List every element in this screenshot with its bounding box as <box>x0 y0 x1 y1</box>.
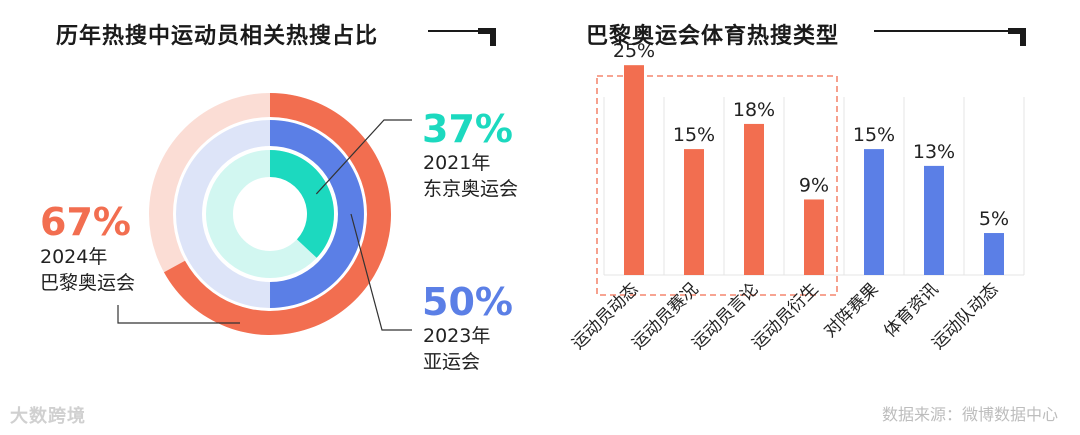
bar-value-label: 5% <box>979 208 1009 230</box>
ring-inner-percent: 37% <box>422 107 513 151</box>
bar-1 <box>624 65 644 275</box>
ring-middle-percent: 50% <box>422 280 513 324</box>
bar-5 <box>864 149 884 275</box>
bar-value-label: 13% <box>913 141 955 163</box>
x-tick-label: 对阵赛果 <box>820 279 883 342</box>
ring-outer-year: 2024年 <box>40 246 108 268</box>
left-chart-title: 历年热搜中运动员相关热搜占比 <box>56 24 379 49</box>
bar-value-label: 18% <box>733 99 775 121</box>
ring-outer-event: 巴黎奥运会 <box>40 272 136 294</box>
ring-inner-arc <box>270 150 334 258</box>
x-tick-label: 体育资讯 <box>880 279 942 341</box>
ring-outer-percent: 67% <box>40 200 131 244</box>
bar-value-label: 9% <box>799 174 829 196</box>
footer-source: 数据来源：微博数据中心 <box>881 405 1058 424</box>
right-title-rule <box>874 30 1014 32</box>
right-chart-title: 巴黎奥运会体育热搜类型 <box>586 24 840 49</box>
bar-value-label: 15% <box>853 124 895 146</box>
leader-line-outer <box>117 305 240 324</box>
bar-7 <box>984 233 1004 275</box>
bar-4 <box>804 199 824 275</box>
bar-3 <box>744 123 764 275</box>
left-title-corner <box>478 28 496 46</box>
right-title-corner <box>1008 28 1026 46</box>
bar-2 <box>684 149 704 275</box>
leader-line-inner <box>315 119 412 195</box>
footer-logo: 大数跨境 <box>10 406 86 427</box>
bar-value-label: 15% <box>673 124 715 146</box>
bar-value-label: 25% <box>613 40 655 62</box>
leader-line-middle <box>350 213 412 331</box>
ring-middle-event: 亚运会 <box>423 351 481 373</box>
left-title-rule <box>428 30 488 32</box>
ring-middle-year: 2023年 <box>423 325 491 347</box>
ring-inner-event: 东京奥运会 <box>423 178 519 200</box>
ring-inner-year: 2021年 <box>423 152 491 174</box>
bar-6 <box>924 165 944 275</box>
highlight-box <box>596 75 838 296</box>
